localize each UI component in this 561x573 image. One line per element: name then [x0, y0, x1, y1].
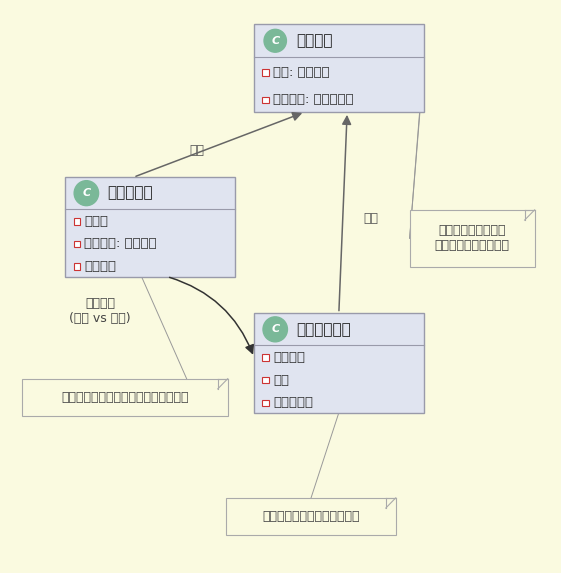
Text: 封装: 封装: [273, 374, 289, 387]
FancyBboxPatch shape: [254, 24, 424, 112]
Bar: [73, 218, 80, 225]
Text: 结构化分析是一种自顶向下的分析方法: 结构化分析是一种自顶向下的分析方法: [61, 391, 188, 403]
FancyBboxPatch shape: [410, 210, 535, 266]
Text: 模块化: 模块化: [84, 215, 108, 228]
Text: 焦点: 主要方面: 焦点: 主要方面: [273, 66, 330, 79]
Text: 层次结构: 宏观到微观: 层次结构: 宏观到微观: [273, 93, 353, 106]
Text: 继承和多态: 继承和多态: [273, 396, 313, 409]
Text: 结构化分析: 结构化分析: [107, 186, 153, 201]
Bar: [263, 377, 269, 383]
Text: 面向对象分析则以对象为中心: 面向对象分析则以对象为中心: [263, 510, 360, 523]
Bar: [73, 264, 80, 269]
FancyBboxPatch shape: [65, 177, 234, 277]
Text: 不同侧重
(过程 vs 对象): 不同侧重 (过程 vs 对象): [70, 297, 131, 325]
Bar: [73, 241, 80, 247]
Text: 过程中心: 过程中心: [84, 260, 116, 273]
Text: 抽象分析是从复杂性
中提取重要信息的过程: 抽象分析是从复杂性 中提取重要信息的过程: [435, 224, 509, 252]
Circle shape: [263, 317, 287, 342]
Text: C: C: [271, 36, 279, 46]
Text: 面向对象分析: 面向对象分析: [296, 322, 351, 337]
Circle shape: [264, 29, 287, 52]
Text: 基础: 基础: [364, 212, 378, 225]
Circle shape: [74, 180, 99, 206]
FancyBboxPatch shape: [22, 379, 228, 415]
Bar: [263, 355, 269, 361]
FancyBboxPatch shape: [226, 498, 396, 535]
Text: C: C: [82, 188, 90, 198]
Bar: [263, 69, 269, 76]
Bar: [263, 97, 269, 103]
Text: 抽象分析: 抽象分析: [296, 33, 332, 48]
Text: 基础: 基础: [190, 144, 204, 157]
FancyBboxPatch shape: [254, 313, 424, 413]
Text: 对象中心: 对象中心: [273, 351, 305, 364]
Text: 图形表示: 数据流图: 图形表示: 数据流图: [84, 237, 157, 250]
Bar: [263, 399, 269, 406]
Text: C: C: [271, 324, 279, 334]
